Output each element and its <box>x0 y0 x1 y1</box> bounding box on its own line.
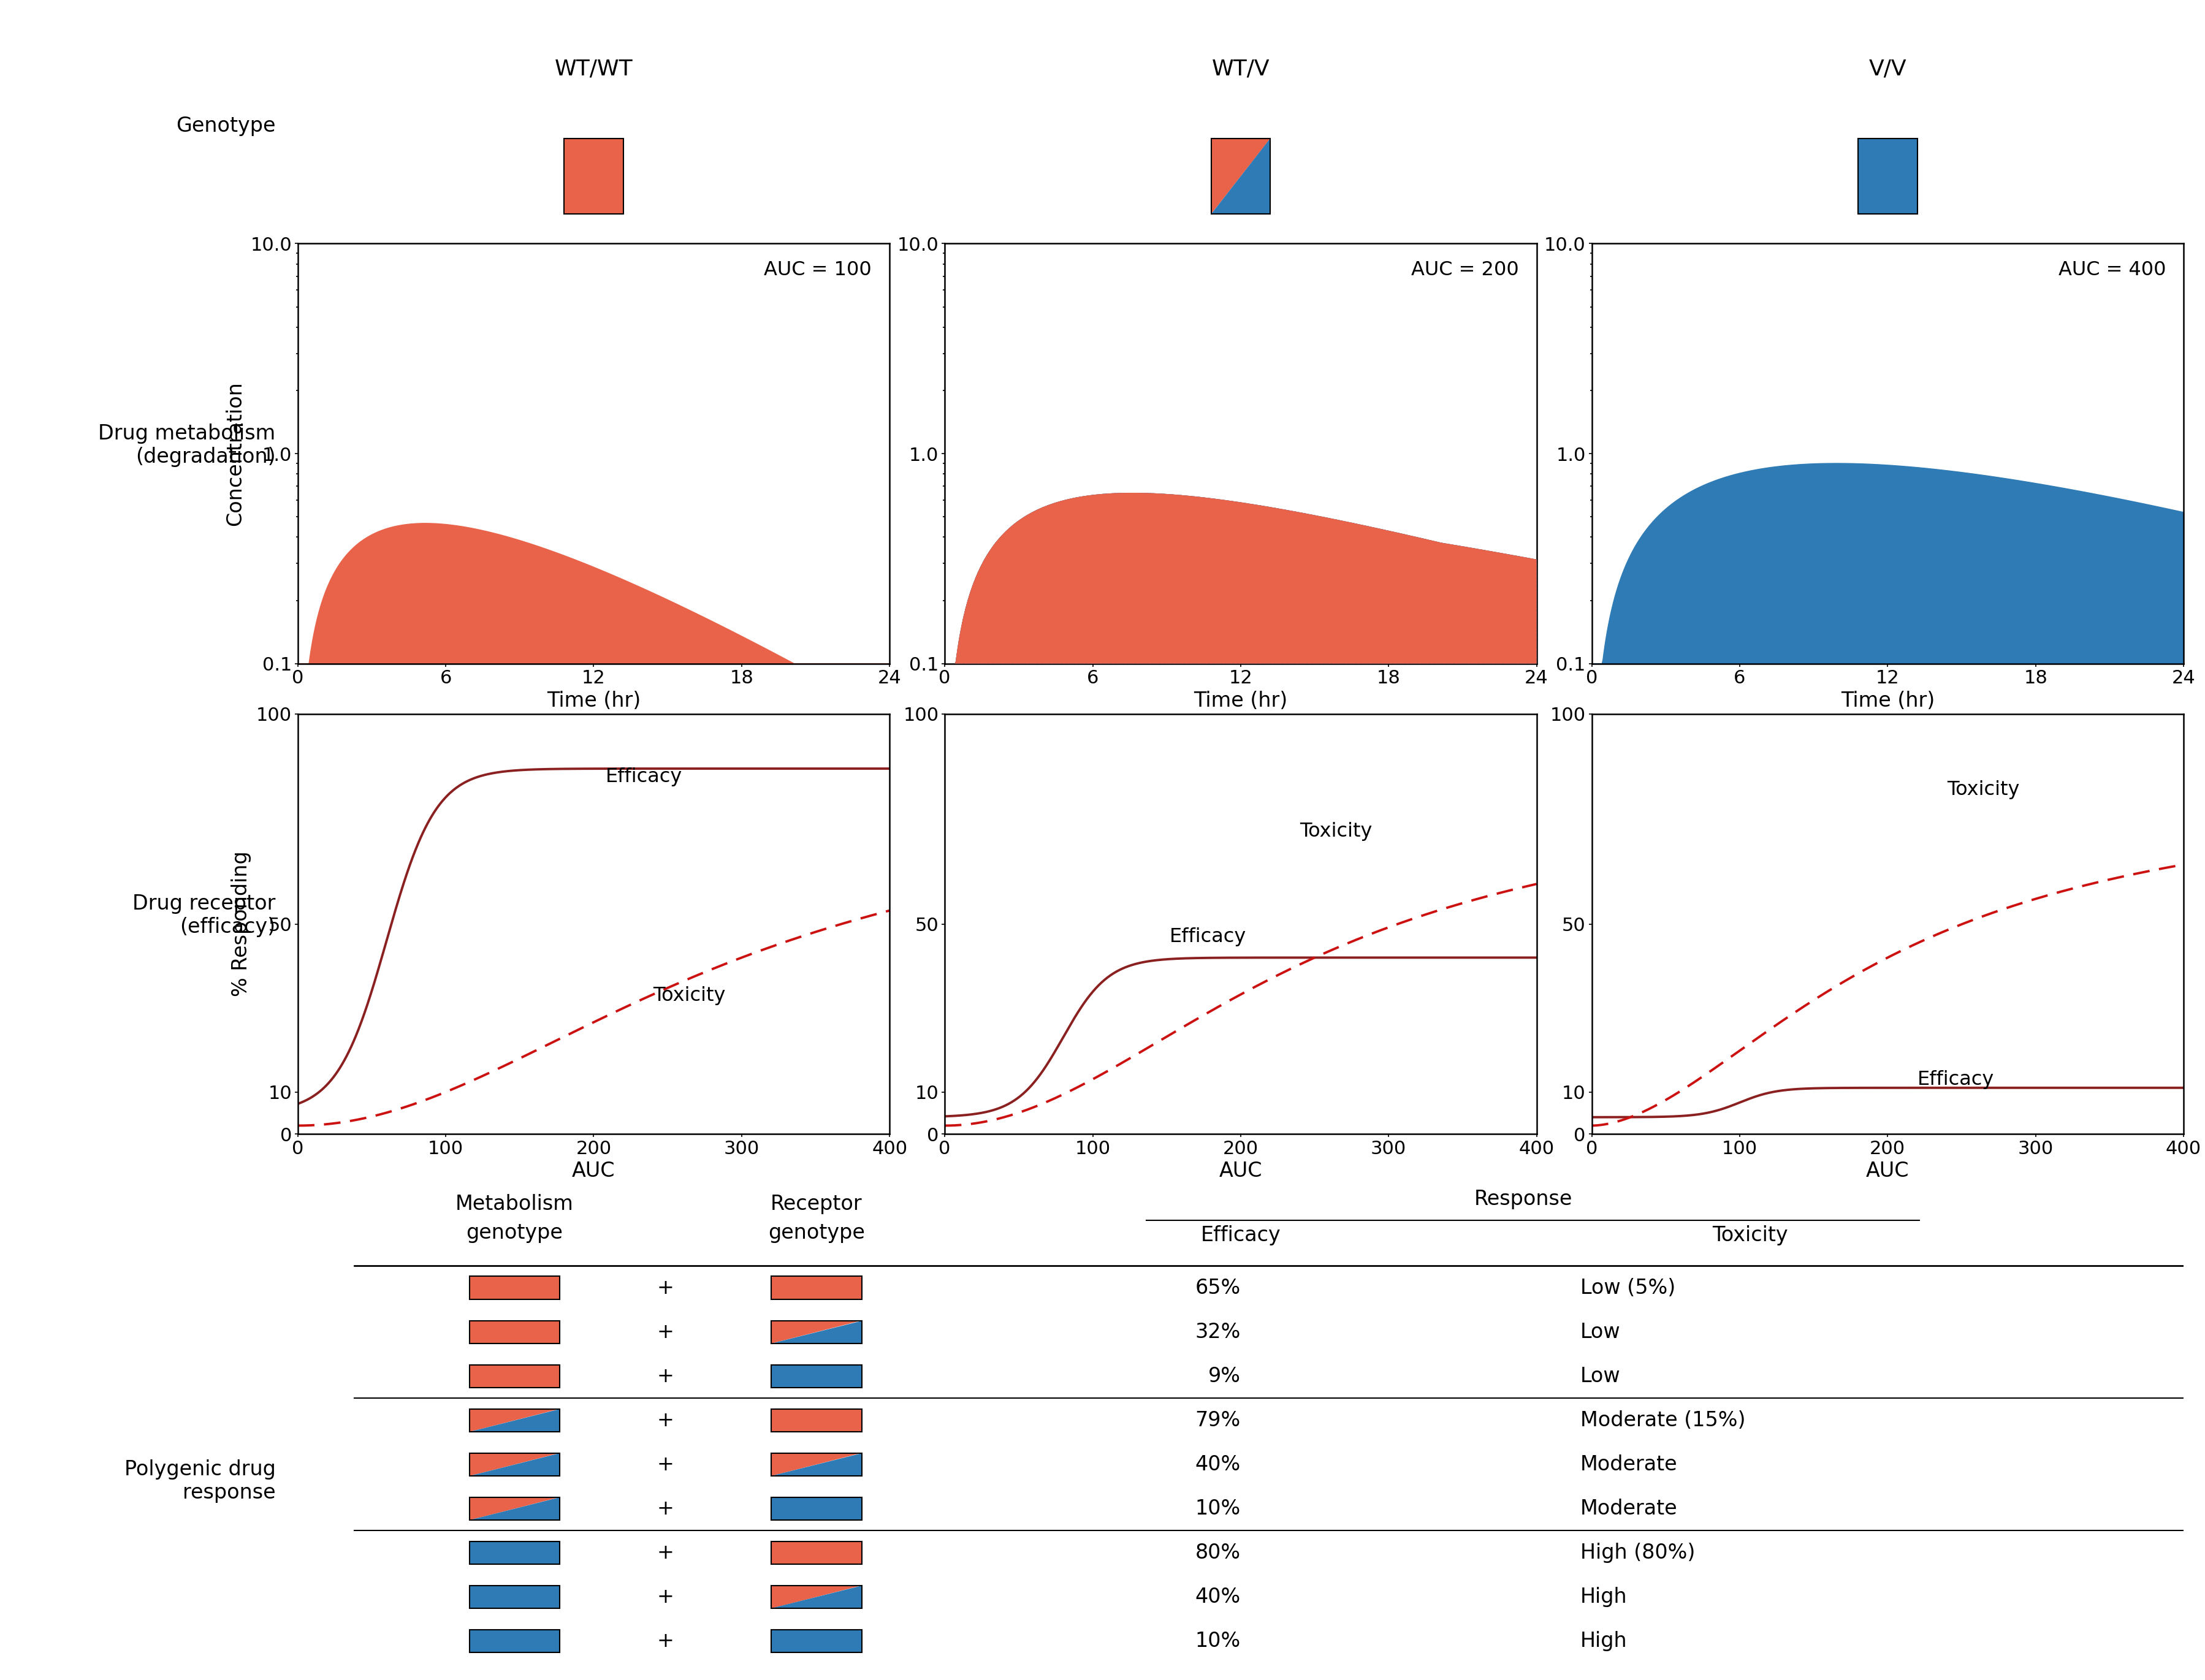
X-axis label: Time (hr): Time (hr) <box>1193 690 1288 711</box>
Text: Moderate: Moderate <box>1579 1455 1676 1475</box>
Bar <box>470 1410 560 1431</box>
Polygon shape <box>772 1586 862 1608</box>
X-axis label: Time (hr): Time (hr) <box>1841 690 1934 711</box>
Bar <box>470 1541 560 1564</box>
Bar <box>772 1410 862 1431</box>
Text: +: + <box>657 1278 675 1299</box>
Bar <box>470 1497 560 1520</box>
Text: Toxicity: Toxicity <box>1299 822 1372 842</box>
Text: Toxicity: Toxicity <box>1711 1225 1788 1245</box>
Text: Drug metabolism
(degradation): Drug metabolism (degradation) <box>99 423 276 467</box>
Polygon shape <box>772 1320 862 1344</box>
Text: 10%: 10% <box>1195 1631 1239 1651</box>
Text: 40%: 40% <box>1195 1588 1239 1608</box>
Text: 79%: 79% <box>1195 1410 1239 1430</box>
Text: Genotype: Genotype <box>176 116 276 136</box>
Text: Efficacy: Efficacy <box>1200 1225 1281 1245</box>
Text: 32%: 32% <box>1195 1322 1239 1342</box>
Bar <box>772 1541 862 1564</box>
Text: Receptor: Receptor <box>770 1194 862 1215</box>
Bar <box>1857 139 1916 213</box>
Bar <box>1211 139 1270 213</box>
Polygon shape <box>772 1453 862 1477</box>
Text: +: + <box>657 1322 675 1342</box>
X-axis label: AUC: AUC <box>1865 1161 1910 1181</box>
Text: 65%: 65% <box>1195 1278 1239 1299</box>
Polygon shape <box>772 1320 862 1344</box>
Bar <box>772 1277 862 1299</box>
Text: genotype: genotype <box>767 1223 864 1243</box>
Polygon shape <box>470 1410 560 1431</box>
Text: Response: Response <box>1473 1189 1572 1210</box>
Polygon shape <box>470 1497 560 1520</box>
Text: +: + <box>657 1588 675 1608</box>
Text: Moderate: Moderate <box>1579 1499 1676 1519</box>
Text: High: High <box>1579 1631 1627 1651</box>
Text: +: + <box>657 1542 675 1562</box>
Text: +: + <box>657 1410 675 1430</box>
Text: Metabolism: Metabolism <box>456 1194 573 1215</box>
Bar <box>772 1497 862 1520</box>
Text: Low: Low <box>1579 1322 1621 1342</box>
Text: +: + <box>657 1499 675 1519</box>
Bar <box>772 1320 862 1344</box>
Text: WT/V: WT/V <box>1211 59 1270 79</box>
Text: +: + <box>657 1631 675 1651</box>
Bar <box>470 1453 560 1477</box>
Text: High: High <box>1579 1588 1627 1608</box>
Text: Moderate (15%): Moderate (15%) <box>1579 1410 1744 1430</box>
Text: Low (5%): Low (5%) <box>1579 1278 1676 1299</box>
Text: Efficacy: Efficacy <box>1169 927 1246 946</box>
Text: High (80%): High (80%) <box>1579 1542 1693 1562</box>
Polygon shape <box>470 1453 560 1477</box>
Polygon shape <box>470 1410 560 1431</box>
Text: WT/WT: WT/WT <box>553 59 633 79</box>
Bar <box>470 1364 560 1388</box>
Text: Efficacy: Efficacy <box>1916 1070 1993 1089</box>
Bar <box>564 139 624 213</box>
Polygon shape <box>772 1453 862 1477</box>
Text: AUC = 400: AUC = 400 <box>2057 260 2165 279</box>
Bar <box>772 1586 862 1608</box>
Text: V/V: V/V <box>1868 59 1905 79</box>
X-axis label: Time (hr): Time (hr) <box>547 690 639 711</box>
Text: 9%: 9% <box>1208 1366 1239 1386</box>
Polygon shape <box>1211 139 1270 213</box>
Text: Polygenic drug
response: Polygenic drug response <box>123 1460 276 1504</box>
Bar <box>772 1364 862 1388</box>
Polygon shape <box>470 1453 560 1477</box>
Bar <box>470 1586 560 1608</box>
X-axis label: AUC: AUC <box>571 1161 615 1181</box>
Bar <box>772 1630 862 1653</box>
Polygon shape <box>1211 139 1270 213</box>
Y-axis label: % Responding: % Responding <box>232 852 251 996</box>
Text: +: + <box>657 1366 675 1386</box>
Text: Low: Low <box>1579 1366 1621 1386</box>
Text: 80%: 80% <box>1195 1542 1239 1562</box>
Text: Toxicity: Toxicity <box>653 986 725 1005</box>
Text: Drug receptor
(efficacy): Drug receptor (efficacy) <box>132 894 276 937</box>
Text: Efficacy: Efficacy <box>606 768 681 786</box>
Bar <box>470 1630 560 1653</box>
Text: 10%: 10% <box>1195 1499 1239 1519</box>
Y-axis label: Concentration: Concentration <box>225 381 245 526</box>
Bar <box>470 1277 560 1299</box>
Bar <box>772 1453 862 1477</box>
Text: AUC = 100: AUC = 100 <box>763 260 871 279</box>
Text: genotype: genotype <box>465 1223 562 1243</box>
Text: Toxicity: Toxicity <box>1947 780 2020 800</box>
Text: AUC = 200: AUC = 200 <box>1411 260 1519 279</box>
Bar <box>470 1320 560 1344</box>
Text: +: + <box>657 1455 675 1475</box>
Polygon shape <box>772 1586 862 1608</box>
Text: 40%: 40% <box>1195 1455 1239 1475</box>
X-axis label: AUC: AUC <box>1219 1161 1261 1181</box>
Polygon shape <box>470 1497 560 1520</box>
